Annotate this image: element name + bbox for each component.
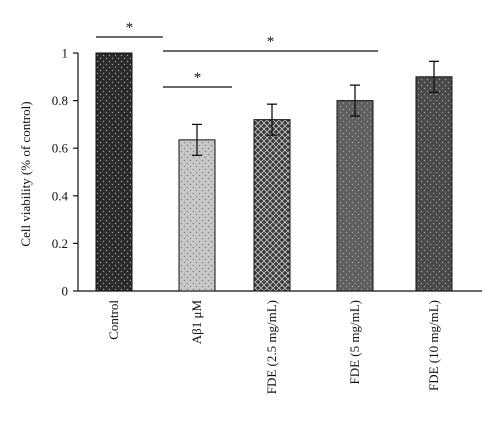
x-category-label: FDE (10 mg/mL) <box>426 300 441 391</box>
error-bars <box>192 60 439 156</box>
significance-star: * <box>126 20 134 36</box>
bar <box>415 76 453 292</box>
significance-markers: * * * <box>96 20 378 88</box>
x-category-label: Aβ1 μM <box>189 300 204 345</box>
x-category-label: FDE (5 mg/mL) <box>347 300 362 385</box>
significance-star: * <box>194 70 202 86</box>
y-tick-label: 0.4 <box>52 188 69 203</box>
y-tick-label: 0.8 <box>52 93 68 108</box>
error-bar <box>267 103 277 136</box>
significance-bracket: * <box>163 70 232 88</box>
x-category-label: Control <box>106 300 121 340</box>
bar <box>178 139 216 292</box>
y-tick-label: 0.6 <box>52 141 69 156</box>
category-labels: Control Aβ1 μM FDE (2.5 mg/mL) FDE (5 mg/mL… <box>106 300 441 395</box>
y-axis: 0 0.2 0.4 0.6 0.8 1 <box>52 46 79 299</box>
bar <box>336 100 374 292</box>
y-tick-label: 1 <box>62 46 69 61</box>
y-tick-label: 0 <box>62 284 69 299</box>
error-bar <box>429 60 439 93</box>
y-tick-label: 0.2 <box>52 236 68 251</box>
significance-bracket: * <box>96 20 163 38</box>
bars <box>95 52 453 292</box>
x-category-label: FDE (2.5 mg/mL) <box>264 300 279 394</box>
significance-bracket: * <box>163 34 378 52</box>
bar <box>253 119 291 292</box>
error-bar <box>350 84 360 117</box>
significance-star: * <box>267 34 275 50</box>
bar <box>95 52 133 292</box>
error-bar <box>192 123 202 156</box>
y-axis-title: Cell viability (% of control) <box>18 101 33 246</box>
